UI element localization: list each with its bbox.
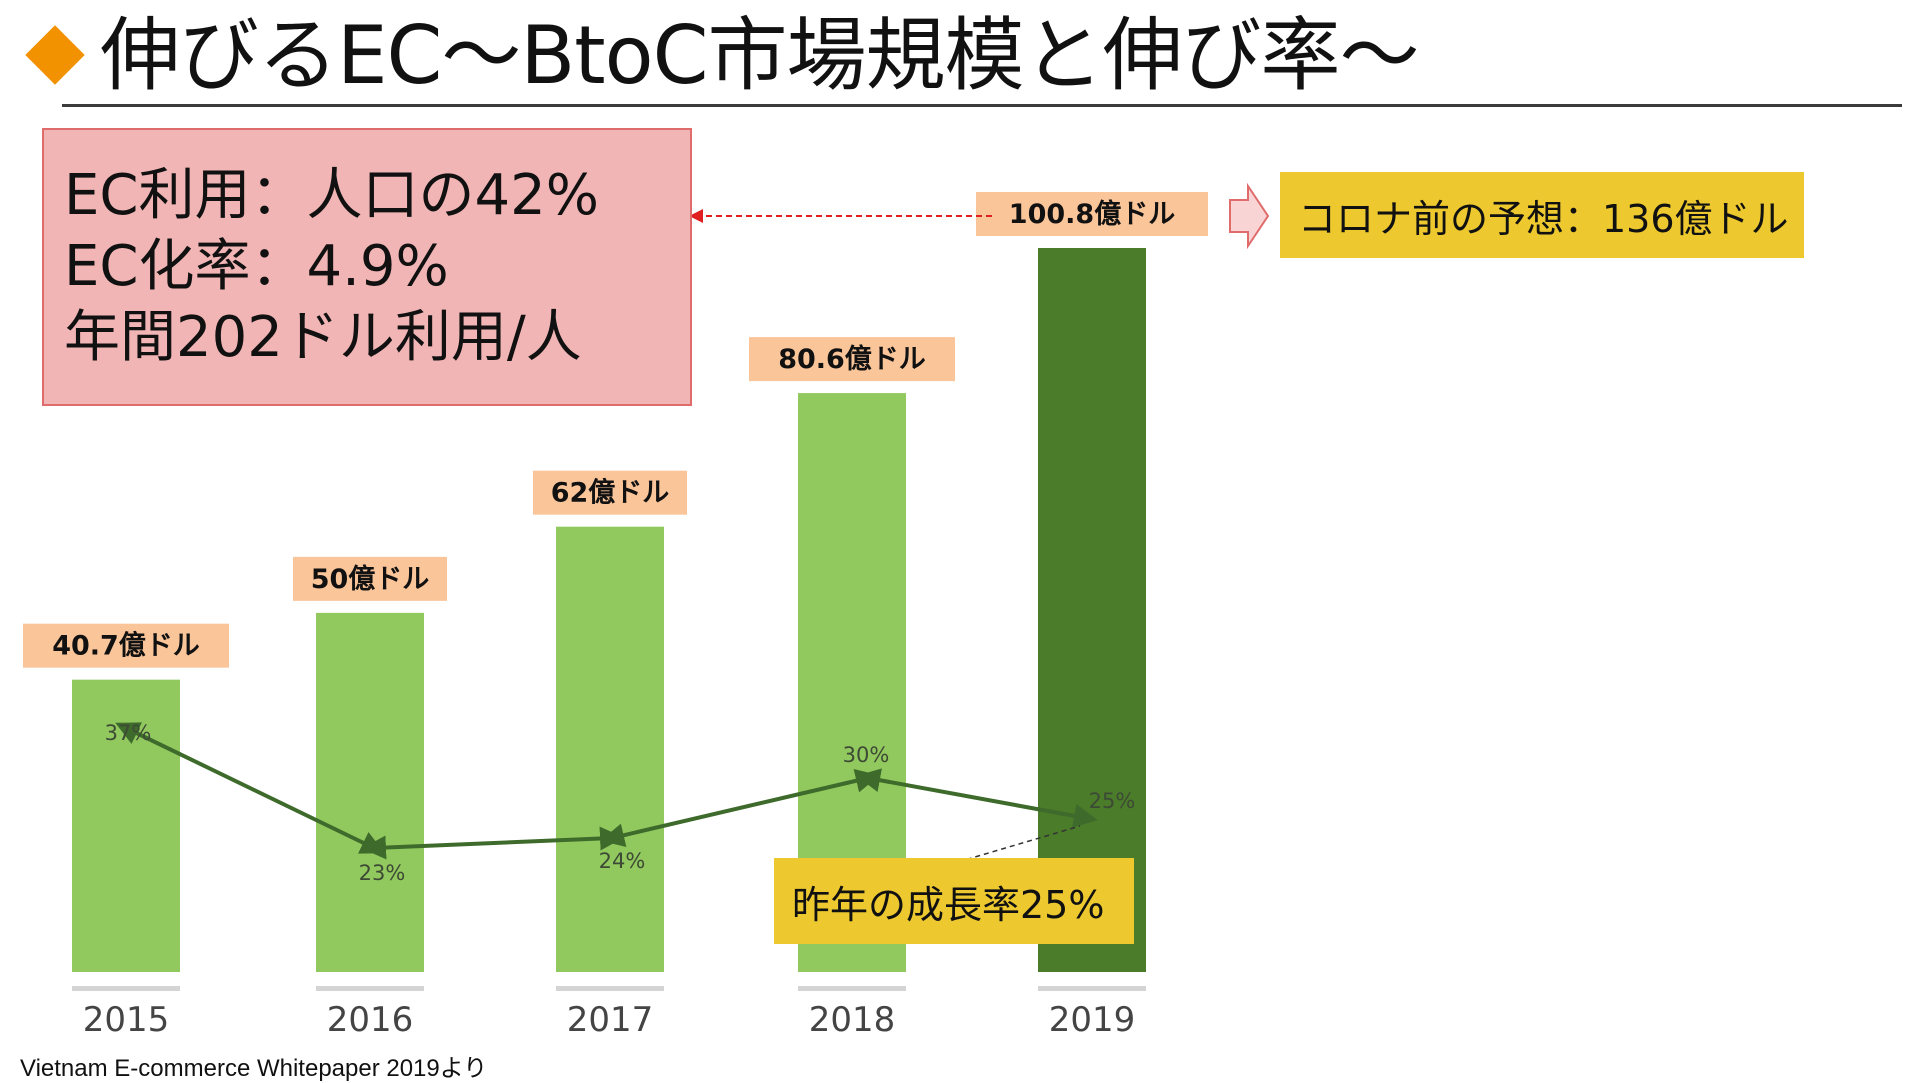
bar-2017 (556, 526, 664, 972)
bar-baseline-2018 (798, 986, 906, 991)
growth-line-segment (856, 768, 1098, 828)
source-note: Vietnam E-commerce Whitepaper 2019より (20, 1055, 488, 1082)
value-label-box (293, 556, 447, 601)
value-label: 40.7億ドル (52, 631, 200, 662)
value-label: 50億ドル (311, 564, 430, 595)
value-label: 80.6億ドル (778, 344, 926, 375)
bar-2019 (1038, 248, 1146, 972)
stats-annual-spend: 年間202ドル利用/人 (64, 305, 582, 370)
value-label-box (533, 470, 687, 515)
growth-rate-label: 23% (359, 861, 406, 885)
year-label: 2017 (567, 1000, 654, 1040)
year-label: 2018 (809, 1000, 896, 1040)
year-label: 2016 (327, 1000, 414, 1040)
value-label-box (976, 192, 1208, 236)
bar-2016 (316, 612, 424, 972)
growth-callout-leader (957, 825, 1081, 863)
growth-rate-callout: 昨年の成長率25% (774, 858, 1134, 944)
bar-baseline-2017 (556, 986, 664, 991)
block-arrow-icon (1229, 182, 1270, 250)
stats-ec-rate: EC化率：4.9% (64, 234, 449, 299)
stats-ec-usage: EC利用：人口の42% (64, 163, 599, 228)
value-label: 100.8億ドル (1009, 199, 1175, 230)
stats-box: EC利用：人口の42% EC化率：4.9% 年間202ドル利用/人 (42, 128, 692, 406)
bar-baseline-2015 (72, 986, 180, 991)
growth-rate-label: 30% (843, 743, 890, 767)
growth-line-segment (600, 769, 880, 847)
title-divider (62, 104, 1902, 107)
forecast-callout: コロナ前の予想：136億ドル (1280, 172, 1804, 258)
growth-rate-label: 24% (599, 849, 646, 873)
value-label-box (23, 623, 229, 668)
page-title: 伸びるEC～BtoC市場規模と伸び率～ (100, 9, 1419, 102)
growth-rate-label: 37% (105, 721, 152, 745)
year-label: 2019 (1049, 1000, 1136, 1040)
growth-rate-label: 25% (1089, 789, 1136, 813)
value-label-box (749, 337, 955, 382)
bar-baseline-2016 (316, 986, 424, 991)
bar-baseline-2019 (1038, 986, 1146, 991)
growth-line-segment (362, 826, 624, 860)
year-label: 2015 (83, 1000, 170, 1040)
growth-line-segment (115, 722, 385, 854)
value-label: 62億ドル (551, 478, 670, 509)
